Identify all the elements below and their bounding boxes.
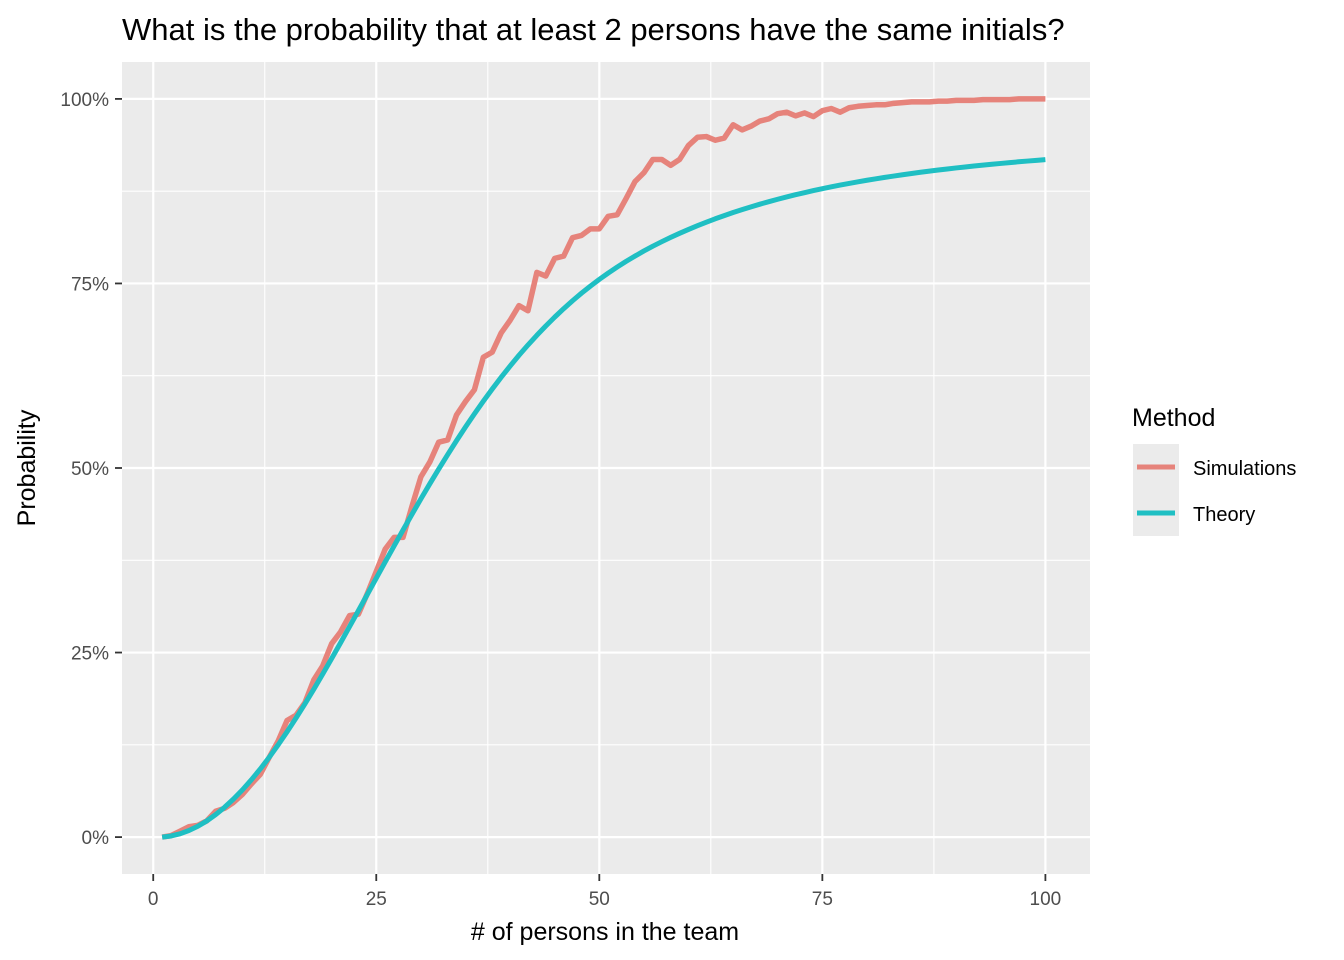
y-tick-label: 100% <box>60 90 109 111</box>
x-tick-label: 25 <box>366 889 387 910</box>
x-axis-title: # of persons in the team <box>471 918 739 946</box>
x-tick-label: 75 <box>812 889 833 910</box>
y-tick-label: 50% <box>71 459 109 480</box>
x-tick-label: 50 <box>589 889 610 910</box>
y-tick-label: 75% <box>71 274 109 295</box>
series-line-theory <box>161 157 1046 840</box>
chart-title: What is the probability that at least 2 … <box>122 12 1065 47</box>
legend-label-theory: Theory <box>1193 504 1255 526</box>
y-axis-title: Probability <box>13 409 41 526</box>
legend: Method Simulations Theory <box>1132 404 1296 536</box>
axis-ticks: 0 25 50 75 100 0% 25% 50% 75% 100% <box>60 90 1061 910</box>
x-tick-label: 0 <box>148 889 159 910</box>
y-tick-label: 25% <box>71 644 109 665</box>
grid-lines <box>122 62 1090 874</box>
legend-label-simulations: Simulations <box>1193 458 1296 480</box>
series-lines <box>161 96 1046 840</box>
y-tick-label: 0% <box>82 828 110 849</box>
series-line-simulations <box>161 96 1046 840</box>
x-tick-label: 100 <box>1030 889 1062 910</box>
legend-title: Method <box>1132 404 1215 432</box>
